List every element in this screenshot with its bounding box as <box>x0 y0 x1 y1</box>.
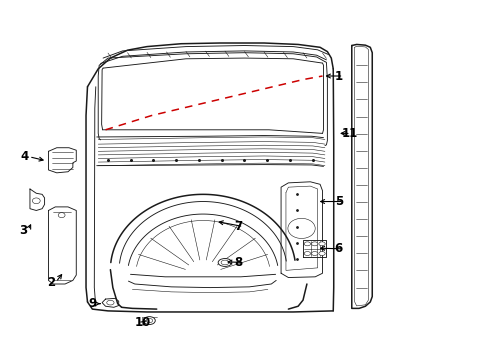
Ellipse shape <box>106 300 114 305</box>
Text: 8: 8 <box>234 256 243 269</box>
Text: 11: 11 <box>341 127 358 140</box>
Ellipse shape <box>318 252 325 256</box>
Ellipse shape <box>318 242 325 246</box>
Text: 3: 3 <box>19 224 27 237</box>
Ellipse shape <box>304 242 310 246</box>
Ellipse shape <box>311 252 317 256</box>
Text: 9: 9 <box>88 297 97 310</box>
Ellipse shape <box>146 319 152 323</box>
Text: 1: 1 <box>334 69 342 82</box>
Ellipse shape <box>221 260 228 265</box>
Text: 7: 7 <box>234 220 243 233</box>
Text: 5: 5 <box>334 195 342 208</box>
Ellipse shape <box>143 317 155 324</box>
Ellipse shape <box>311 242 317 246</box>
Text: 6: 6 <box>334 242 342 255</box>
Text: 2: 2 <box>47 276 55 289</box>
Ellipse shape <box>218 258 231 266</box>
Text: 10: 10 <box>135 316 151 329</box>
Text: 4: 4 <box>20 150 28 163</box>
Ellipse shape <box>304 252 310 256</box>
